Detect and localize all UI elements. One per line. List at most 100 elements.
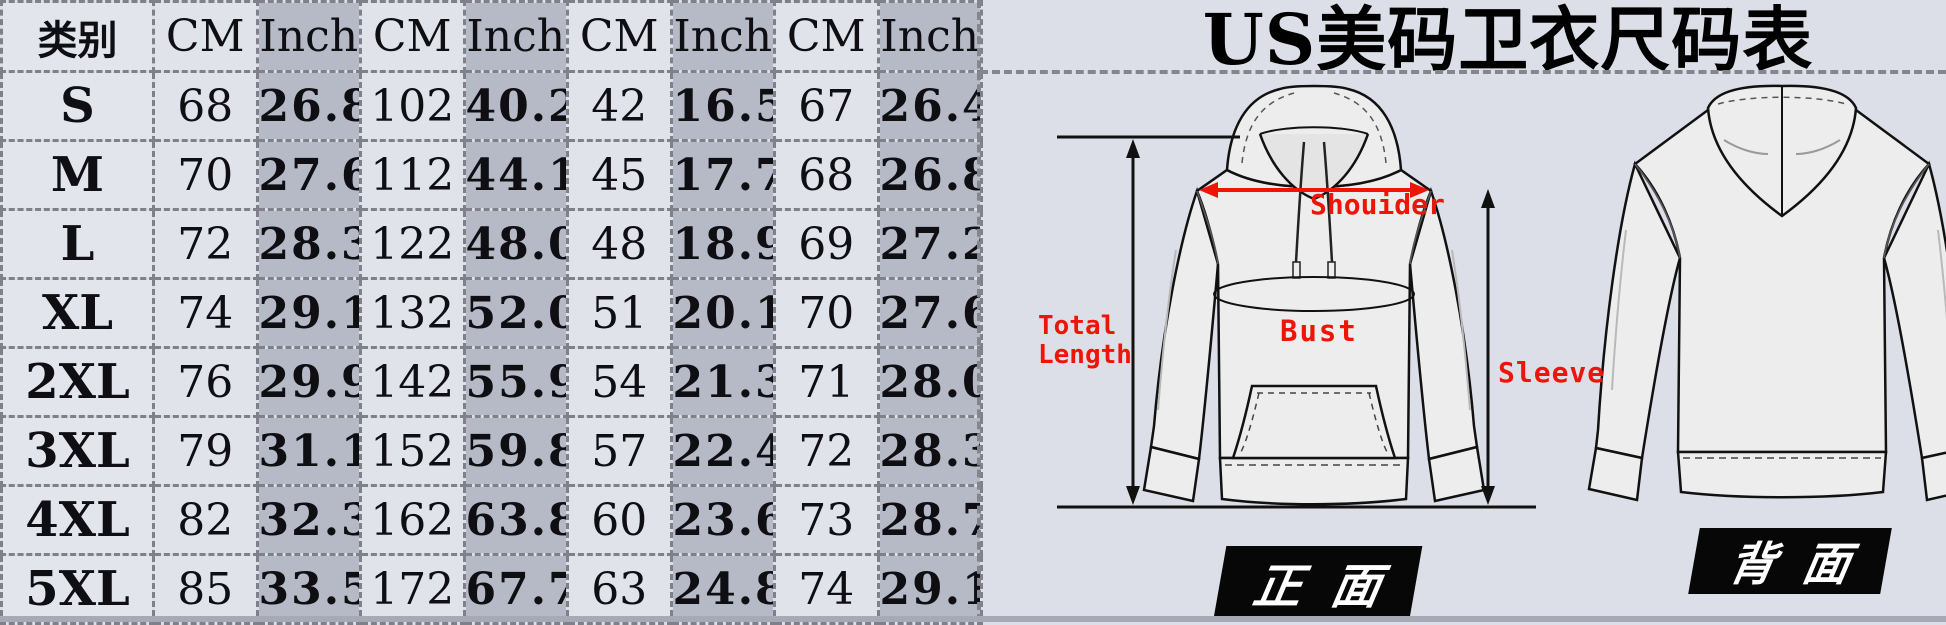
value-cell: 54 bbox=[566, 346, 673, 418]
value-cell: 68 bbox=[773, 139, 880, 211]
value-cell: 28.0 bbox=[876, 346, 983, 418]
header-cell-cm: CM bbox=[773, 0, 880, 73]
bust-label: Bust bbox=[1280, 314, 1358, 348]
value-cell: 172 bbox=[359, 553, 466, 625]
header-cell-inch: Inch bbox=[876, 0, 983, 73]
value-cell: 45 bbox=[566, 139, 673, 211]
value-cell: 67.7 bbox=[462, 553, 569, 625]
value-cell: 24.8 bbox=[669, 553, 776, 625]
size-cell: M bbox=[0, 139, 155, 211]
value-cell: 67 bbox=[773, 70, 880, 142]
value-cell: 23.6 bbox=[669, 484, 776, 556]
value-cell: 63.8 bbox=[462, 484, 569, 556]
header-cell-inch: Inch bbox=[255, 0, 362, 73]
value-cell: 29.1 bbox=[255, 277, 362, 349]
value-cell: 68 bbox=[152, 70, 259, 142]
value-cell: 29.9 bbox=[255, 346, 362, 418]
size-cell: S bbox=[0, 70, 155, 142]
size-cell: L bbox=[0, 208, 155, 280]
table-row: L 72 28.3 122 48.0 48 18.9 69 27.2 bbox=[0, 208, 983, 280]
shoulder-arrow bbox=[1199, 182, 1429, 198]
table-header-row: 类别 CM Inch CM Inch CM Inch CM Inch bbox=[0, 0, 983, 73]
bottom-strip bbox=[0, 616, 1946, 622]
front-view-tag-text: 正面 bbox=[1249, 559, 1416, 615]
total-length-arrow bbox=[1126, 139, 1140, 505]
value-cell: 26.4 bbox=[876, 70, 983, 142]
value-cell: 48 bbox=[566, 208, 673, 280]
value-cell: 40.2 bbox=[462, 70, 569, 142]
table-row: 5XL 85 33.5 172 67.7 63 24.8 74 29.1 bbox=[0, 553, 983, 625]
sleeve-arrow bbox=[1481, 189, 1495, 505]
header-cell-cm: CM bbox=[566, 0, 673, 73]
table-row: 3XL 79 31.1 152 59.8 57 22.4 72 28.3 bbox=[0, 415, 983, 487]
value-cell: 55.9 bbox=[462, 346, 569, 418]
value-cell: 79 bbox=[152, 415, 259, 487]
value-cell: 33.5 bbox=[255, 553, 362, 625]
value-cell: 73 bbox=[773, 484, 880, 556]
total-length-label: Total Length bbox=[1038, 312, 1132, 370]
value-cell: 76 bbox=[152, 346, 259, 418]
value-cell: 72 bbox=[773, 415, 880, 487]
page-title: US美码卫衣尺码表 bbox=[1202, 0, 1814, 81]
value-cell: 27.6 bbox=[876, 277, 983, 349]
value-cell: 69 bbox=[773, 208, 880, 280]
value-cell: 26.8 bbox=[876, 139, 983, 211]
sleeve-label: Sleeve bbox=[1498, 356, 1606, 389]
header-cell-cm: CM bbox=[152, 0, 259, 73]
value-cell: 20.1 bbox=[669, 277, 776, 349]
header-cell-inch: Inch bbox=[462, 0, 569, 73]
measurement-lines bbox=[1057, 135, 1536, 509]
value-cell: 70 bbox=[152, 139, 259, 211]
value-cell: 52.0 bbox=[462, 277, 569, 349]
value-cell: 85 bbox=[152, 553, 259, 625]
table-row: M 70 27.6 112 44.1 45 17.7 68 26.8 bbox=[0, 139, 983, 211]
total-length-label-line1: Total bbox=[1038, 311, 1117, 341]
table-row: S 68 26.8 102 40.2 42 16.5 67 26.4 bbox=[0, 70, 983, 142]
value-cell: 70 bbox=[773, 277, 880, 349]
value-cell: 59.8 bbox=[462, 415, 569, 487]
value-cell: 72 bbox=[152, 208, 259, 280]
header-cell-inch: Inch bbox=[669, 0, 776, 73]
shoulder-label: Shouider bbox=[1310, 188, 1445, 221]
value-cell: 26.8 bbox=[255, 70, 362, 142]
header-cell-cm: CM bbox=[359, 0, 466, 73]
value-cell: 22.4 bbox=[669, 415, 776, 487]
value-cell: 48.0 bbox=[462, 208, 569, 280]
value-cell: 16.5 bbox=[669, 70, 776, 142]
value-cell: 51 bbox=[566, 277, 673, 349]
table-row: 4XL 82 32.3 162 63.8 60 23.6 73 28.7 bbox=[0, 484, 983, 556]
size-cell: 2XL bbox=[0, 346, 155, 418]
back-view-tag-text: 背面 bbox=[1724, 537, 1883, 591]
value-cell: 18.9 bbox=[669, 208, 776, 280]
hoodie-diagram bbox=[1057, 84, 1946, 509]
bust-ellipse bbox=[1213, 276, 1415, 312]
value-cell: 21.3 bbox=[669, 346, 776, 418]
value-cell: 102 bbox=[359, 70, 466, 142]
value-cell: 17.7 bbox=[669, 139, 776, 211]
diagram-panel: US美码卫衣尺码表 bbox=[980, 0, 1946, 622]
size-table: 类别 CM Inch CM Inch CM Inch CM Inch S 68 … bbox=[0, 0, 983, 625]
value-cell: 27.6 bbox=[255, 139, 362, 211]
table-panel-divider bbox=[977, 0, 981, 622]
value-cell: 27.2 bbox=[876, 208, 983, 280]
value-cell: 74 bbox=[152, 277, 259, 349]
value-cell: 42 bbox=[566, 70, 673, 142]
header-cell-category: 类别 bbox=[0, 0, 155, 73]
value-cell: 28.3 bbox=[876, 415, 983, 487]
value-cell: 29.1 bbox=[876, 553, 983, 625]
table-row: 2XL 76 29.9 142 55.9 54 21.3 71 28.0 bbox=[0, 346, 983, 418]
size-cell: XL bbox=[0, 277, 155, 349]
back-view-tag: 背面 bbox=[1688, 528, 1892, 594]
hoodie-back-diagram bbox=[1587, 84, 1946, 502]
size-cell: 3XL bbox=[0, 415, 155, 487]
value-cell: 132 bbox=[359, 277, 466, 349]
value-cell: 122 bbox=[359, 208, 466, 280]
size-cell: 5XL bbox=[0, 553, 155, 625]
table-row: XL 74 29.1 132 52.0 51 20.1 70 27.6 bbox=[0, 277, 983, 349]
value-cell: 162 bbox=[359, 484, 466, 556]
size-cell: 4XL bbox=[0, 484, 155, 556]
value-cell: 32.3 bbox=[255, 484, 362, 556]
value-cell: 57 bbox=[566, 415, 673, 487]
value-cell: 142 bbox=[359, 346, 466, 418]
value-cell: 71 bbox=[773, 346, 880, 418]
